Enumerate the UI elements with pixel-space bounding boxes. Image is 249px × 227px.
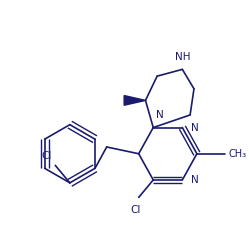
Text: NH: NH	[175, 52, 190, 62]
Text: CH₃: CH₃	[229, 149, 247, 159]
Text: Cl: Cl	[41, 151, 51, 160]
Text: N: N	[156, 110, 164, 120]
Text: Cl: Cl	[130, 205, 141, 215]
Text: N: N	[191, 123, 199, 133]
Text: N: N	[191, 175, 199, 185]
Polygon shape	[124, 96, 145, 105]
